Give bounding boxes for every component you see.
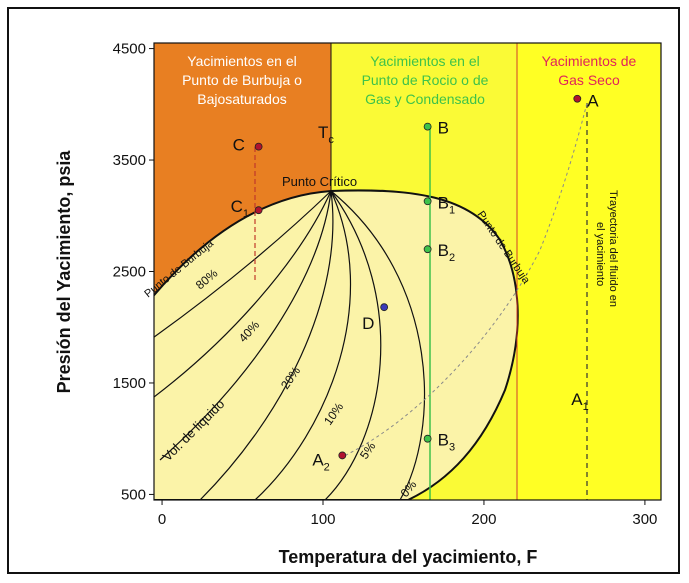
quality-line-60 xyxy=(154,190,332,398)
y-tick-label: 4500 xyxy=(113,41,146,58)
x-tick-label: 300 xyxy=(632,511,657,528)
tc-label: Tc xyxy=(318,123,334,146)
critical-point-label: Punto Crítico xyxy=(282,174,357,189)
point-b2-label: B2 xyxy=(438,241,455,264)
region-dry-gas xyxy=(517,43,661,500)
y-tick-label: 2500 xyxy=(113,264,146,281)
region-condensate-line1: Yacimientos en el xyxy=(370,53,479,69)
point-a2-label: A2 xyxy=(312,450,329,473)
point-b1-label: B1 xyxy=(438,193,455,216)
point-b-label: B xyxy=(438,119,449,138)
x-axis-title: Temperatura del yacimiento, F xyxy=(279,547,538,567)
x-axis-ticks xyxy=(161,500,646,505)
trajectory-label-line2: el yacimiento xyxy=(594,222,606,286)
point-c1-label: C1 xyxy=(231,197,249,220)
point-b3-label: B3 xyxy=(438,431,455,454)
region-dry-gas-line1: Yacimientos de xyxy=(542,53,637,69)
x-tick-label: 100 xyxy=(310,511,335,528)
quality-lines xyxy=(154,190,425,500)
trajectory-label-line1: Trayectoria del fluido en xyxy=(607,190,619,307)
point-a1-label: A1 xyxy=(571,390,588,413)
quality-line-20 xyxy=(199,190,334,500)
quality-line-5 xyxy=(324,190,382,500)
separator-trajectory xyxy=(339,102,588,459)
y-axis-ticks xyxy=(149,48,154,495)
quality-line-10 xyxy=(254,190,351,500)
y-axis-title: Presión del Yacimiento, psia xyxy=(54,150,74,394)
x-tick-label: 200 xyxy=(471,511,496,528)
point-a-marker xyxy=(573,94,582,103)
x-tick-label: 0 xyxy=(158,511,166,528)
region-undersaturated-line3: Bajosaturados xyxy=(197,91,287,107)
quality-line-0 xyxy=(330,190,425,500)
point-c-label: C xyxy=(233,136,245,155)
quality-line-40 xyxy=(159,190,332,461)
y-tick-label: 500 xyxy=(121,486,146,503)
region-undersaturated-line1: Yacimientos en el xyxy=(187,53,296,69)
y-tick-label: 3500 xyxy=(113,152,146,169)
x-tick-labels: 0 100 200 300 xyxy=(158,511,658,528)
region-condensate-line2: Punto de Rocio o de xyxy=(362,72,489,88)
point-c1-marker xyxy=(254,206,263,215)
region-dry-gas-line2: Gas Seco xyxy=(558,72,620,88)
quality-line-80 xyxy=(154,190,332,338)
state-points: A A1 B B1 B2 B3 C C1 D A2 xyxy=(231,92,600,474)
y-tick-label: 1500 xyxy=(113,375,146,392)
point-b1-marker xyxy=(423,197,432,206)
region-condensate-line3: Gas y Condensado xyxy=(365,91,485,107)
point-a2-marker xyxy=(338,451,347,460)
y-tick-labels: 500 1500 2500 3500 4500 xyxy=(113,41,146,504)
point-c-marker xyxy=(254,142,263,151)
point-b3-marker xyxy=(423,434,432,443)
point-a-label: A xyxy=(587,92,599,111)
point-b2-marker xyxy=(423,245,432,254)
point-d-marker xyxy=(380,303,389,312)
point-d-label: D xyxy=(362,314,374,333)
point-b-marker xyxy=(423,122,432,131)
region-undersaturated-line2: Punto de Burbuja o xyxy=(182,72,302,88)
